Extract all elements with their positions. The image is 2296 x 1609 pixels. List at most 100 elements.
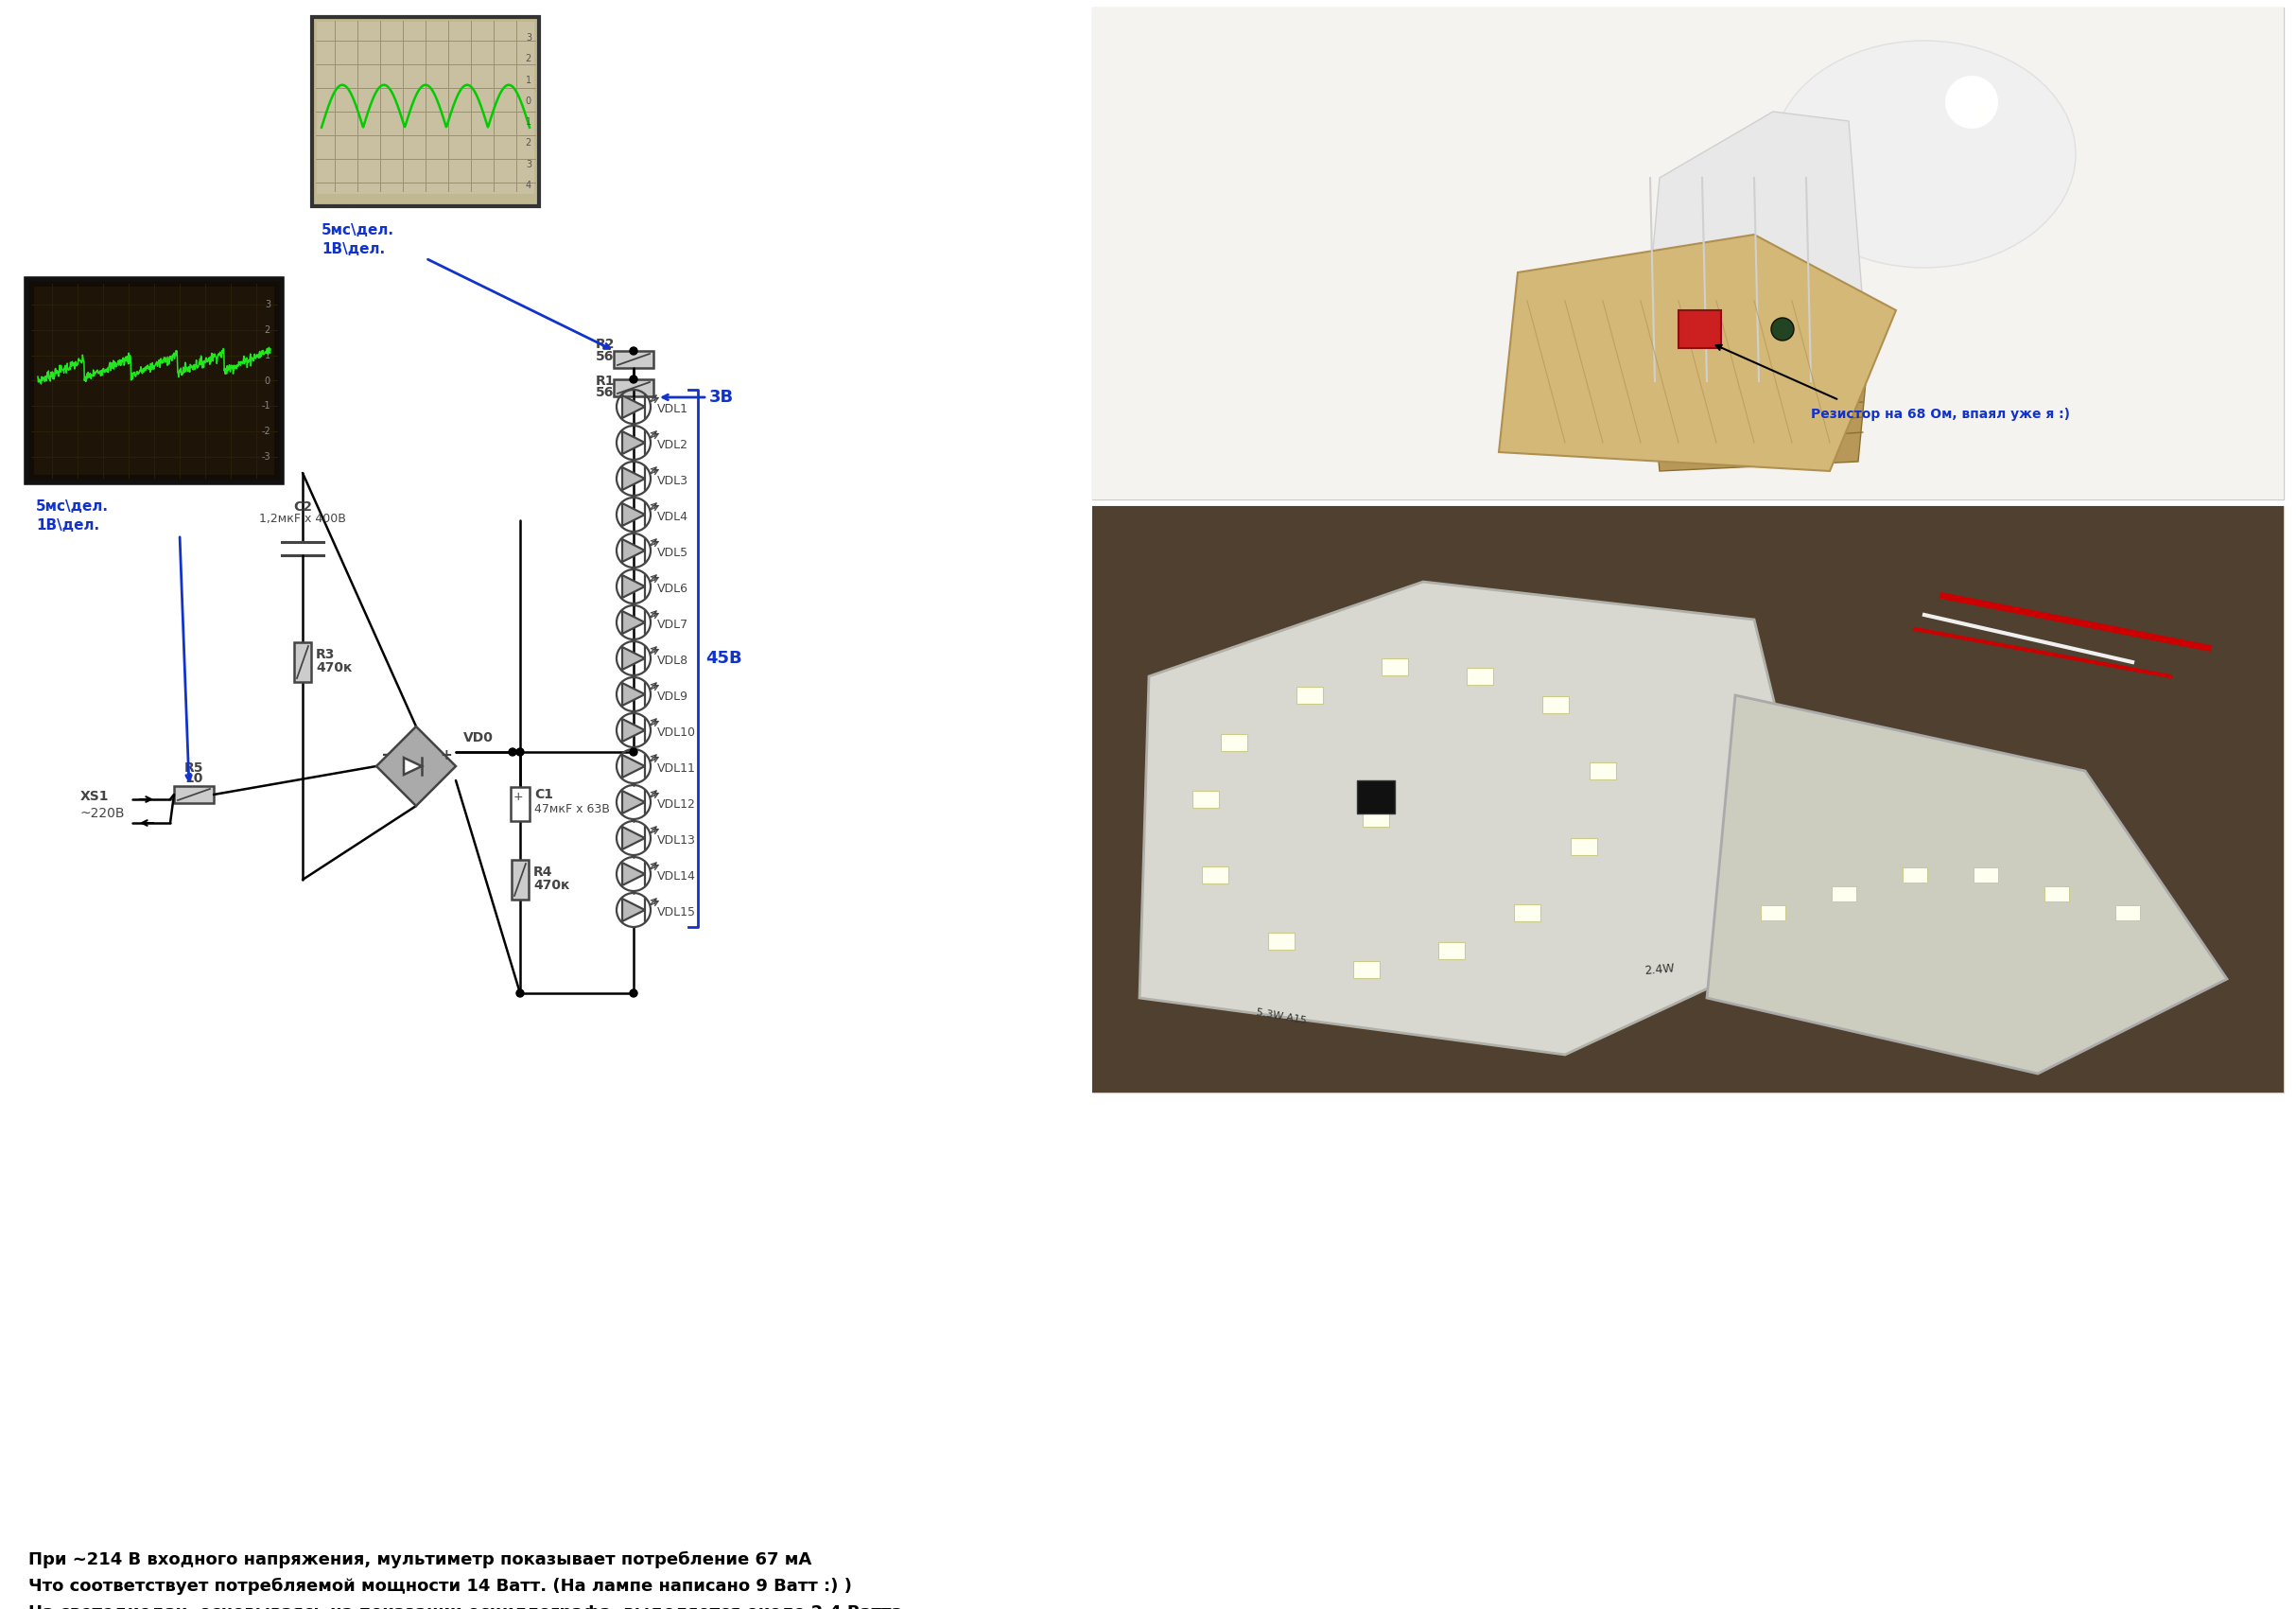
Text: 1,2мкF х 400В: 1,2мкF х 400В xyxy=(259,513,347,525)
Circle shape xyxy=(629,748,638,756)
Text: +: + xyxy=(514,790,523,803)
Polygon shape xyxy=(622,431,645,454)
Polygon shape xyxy=(1499,235,1896,471)
Text: Резистор на 68 Ом, впаял уже я :): Резистор на 68 Ом, впаял уже я :) xyxy=(1812,407,2071,422)
Text: VDL3: VDL3 xyxy=(657,475,689,486)
Bar xyxy=(1362,809,1389,827)
Text: 2: 2 xyxy=(264,325,271,335)
Bar xyxy=(294,642,312,682)
Text: VD0: VD0 xyxy=(464,730,494,745)
Text: Что соответствует потребляемой мощности 14 Ватт. (На лампе написано 9 Ватт :) ): Что соответствует потребляемой мощности … xyxy=(28,1578,852,1595)
Text: 3: 3 xyxy=(526,34,530,43)
Text: 1В\дел.: 1В\дел. xyxy=(37,518,99,533)
Bar xyxy=(174,787,214,803)
Text: 56: 56 xyxy=(595,351,613,364)
Circle shape xyxy=(510,748,517,756)
Text: VDL6: VDL6 xyxy=(657,582,689,594)
Bar xyxy=(1903,867,1926,883)
Polygon shape xyxy=(622,862,645,885)
Text: VDL12: VDL12 xyxy=(657,798,696,811)
Bar xyxy=(1192,790,1219,808)
Bar xyxy=(34,286,273,475)
Bar xyxy=(1093,507,2285,1093)
Polygon shape xyxy=(622,898,645,922)
Text: 1: 1 xyxy=(526,76,530,85)
Bar xyxy=(2115,906,2140,920)
Bar xyxy=(1513,904,1541,922)
Text: R3: R3 xyxy=(317,648,335,661)
Text: 470к: 470к xyxy=(533,879,569,891)
Bar xyxy=(1832,887,1855,901)
Text: 470к: 470к xyxy=(317,661,351,674)
Bar xyxy=(312,18,540,206)
Text: XS1: XS1 xyxy=(80,790,110,803)
Text: VDL14: VDL14 xyxy=(657,870,696,882)
Text: VDL13: VDL13 xyxy=(657,833,696,846)
Bar xyxy=(613,380,654,396)
Circle shape xyxy=(629,348,638,354)
Text: 45В: 45В xyxy=(705,650,742,666)
Text: VDL10: VDL10 xyxy=(657,726,696,739)
Text: VDL1: VDL1 xyxy=(657,402,689,415)
Circle shape xyxy=(1770,319,1793,341)
Bar xyxy=(1267,933,1295,949)
Bar xyxy=(1975,867,1998,883)
Bar xyxy=(1467,668,1492,685)
Text: -3: -3 xyxy=(262,452,271,462)
Polygon shape xyxy=(377,726,457,806)
Circle shape xyxy=(517,990,523,998)
Polygon shape xyxy=(622,467,645,491)
Text: -1: -1 xyxy=(262,401,271,410)
Polygon shape xyxy=(404,758,422,774)
Polygon shape xyxy=(1139,582,1830,1054)
Bar xyxy=(1221,734,1247,751)
Text: 2.4W: 2.4W xyxy=(1644,962,1676,977)
Text: 1В\дел.: 1В\дел. xyxy=(321,241,386,256)
Polygon shape xyxy=(622,611,645,634)
Polygon shape xyxy=(622,755,645,777)
Bar xyxy=(1761,906,1786,920)
Polygon shape xyxy=(622,647,645,669)
Circle shape xyxy=(629,375,638,383)
Bar xyxy=(1357,780,1394,814)
Bar xyxy=(317,23,535,195)
Polygon shape xyxy=(1706,695,2227,1073)
Circle shape xyxy=(1970,98,1993,121)
Text: 5мс\дел.: 5мс\дел. xyxy=(37,499,108,513)
Text: VDL9: VDL9 xyxy=(657,690,689,703)
Text: При ~214 В входного напряжения, мультиметр показывает потребление 67 мА: При ~214 В входного напряжения, мультиме… xyxy=(28,1551,810,1569)
Text: 5.3W A15: 5.3W A15 xyxy=(1256,1007,1306,1027)
Text: VDL15: VDL15 xyxy=(657,906,696,919)
Bar xyxy=(1352,961,1380,978)
Text: R1: R1 xyxy=(595,375,615,388)
Bar xyxy=(1201,867,1228,883)
Bar xyxy=(1297,687,1322,703)
Bar xyxy=(613,351,654,368)
Circle shape xyxy=(629,990,638,998)
Bar xyxy=(28,278,282,483)
Bar xyxy=(2043,887,2069,901)
Polygon shape xyxy=(1651,362,1867,471)
Polygon shape xyxy=(622,682,645,706)
Text: На светодиодах, основываясь на показании осциллографа, выделяется около 2,4 Ватт: На светодиодах, основываясь на показании… xyxy=(28,1604,909,1609)
Text: 0: 0 xyxy=(526,97,530,106)
Polygon shape xyxy=(1642,111,1867,386)
Bar xyxy=(1570,838,1598,854)
Text: 56: 56 xyxy=(595,386,613,399)
Text: 2: 2 xyxy=(526,55,530,64)
Text: C1: C1 xyxy=(535,788,553,801)
Text: 10: 10 xyxy=(184,772,202,785)
Bar xyxy=(1093,507,2285,1093)
Text: R2: R2 xyxy=(595,338,615,351)
Polygon shape xyxy=(622,790,645,814)
Bar xyxy=(510,787,530,821)
Text: VDL11: VDL11 xyxy=(657,763,696,774)
Polygon shape xyxy=(622,719,645,742)
Bar xyxy=(1093,8,2285,499)
Text: VDL2: VDL2 xyxy=(657,438,689,451)
Bar xyxy=(1678,311,1722,348)
Bar xyxy=(1437,943,1465,959)
Bar xyxy=(1382,658,1407,676)
Text: 3: 3 xyxy=(526,159,530,169)
Text: +: + xyxy=(441,748,452,763)
